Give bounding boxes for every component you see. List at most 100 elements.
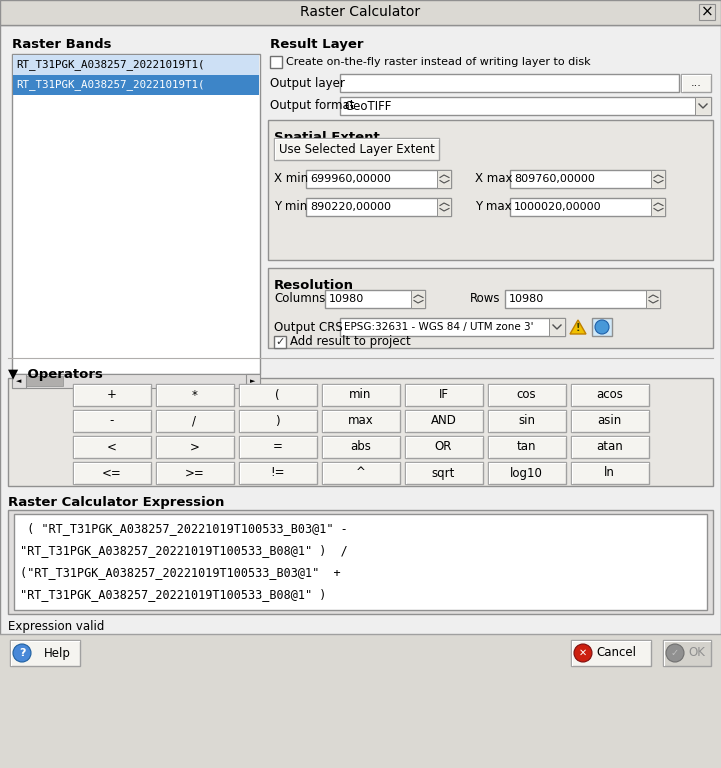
Bar	[651, 170, 665, 188]
Bar	[510, 170, 665, 188]
Text: Add result to project: Add result to project	[290, 336, 411, 349]
Text: ?: ?	[19, 648, 25, 658]
Bar	[663, 640, 711, 666]
Bar	[411, 290, 425, 308]
Text: RT_T31PGK_A038257_20221019T1(: RT_T31PGK_A038257_20221019T1(	[16, 80, 205, 91]
Text: ×: ×	[701, 5, 713, 19]
Bar	[322, 410, 399, 432]
Bar	[239, 410, 317, 432]
Bar	[73, 410, 151, 432]
Text: ✓: ✓	[275, 337, 285, 347]
Text: OR: OR	[435, 441, 452, 453]
Bar	[239, 462, 317, 484]
Bar	[570, 462, 648, 484]
Text: 10980: 10980	[509, 294, 544, 304]
Text: ✕: ✕	[579, 648, 587, 658]
Text: 1000020,00000: 1000020,00000	[514, 202, 601, 212]
Bar	[322, 384, 399, 406]
Text: ◄: ◄	[17, 378, 22, 384]
Bar	[274, 336, 286, 348]
Bar	[12, 374, 26, 388]
Bar	[681, 74, 711, 92]
Text: tan: tan	[517, 441, 536, 453]
Bar	[0, 634, 721, 768]
Bar	[13, 376, 63, 386]
Bar	[340, 97, 711, 115]
Bar	[487, 462, 565, 484]
Text: "RT_T31PGK_A038257_20221019T100533_B08@1" ): "RT_T31PGK_A038257_20221019T100533_B08@1…	[20, 588, 327, 601]
Bar	[13, 55, 259, 75]
Bar	[322, 462, 399, 484]
Text: Columns: Columns	[274, 293, 325, 306]
Text: ("RT_T31PGK_A038257_20221019T100533_B03@1"  +: ("RT_T31PGK_A038257_20221019T100533_B03@…	[20, 566, 340, 579]
Bar	[570, 436, 648, 458]
Text: /: /	[193, 415, 197, 428]
Bar	[239, 384, 317, 406]
Bar	[695, 97, 711, 115]
Bar	[8, 510, 713, 614]
Text: 809760,00000: 809760,00000	[514, 174, 595, 184]
Text: -: -	[110, 415, 114, 428]
Text: AND: AND	[430, 415, 456, 428]
Bar	[156, 384, 234, 406]
Bar	[156, 410, 234, 432]
Bar	[156, 462, 234, 484]
Text: 699960,00000: 699960,00000	[310, 174, 391, 184]
Text: Resolution: Resolution	[274, 279, 354, 292]
Text: EPSG:32631 - WGS 84 / UTM zone 3': EPSG:32631 - WGS 84 / UTM zone 3'	[344, 322, 534, 332]
Text: Y max: Y max	[475, 200, 512, 214]
Text: +: +	[107, 389, 116, 402]
Text: 10980: 10980	[329, 294, 364, 304]
Text: IF: IF	[438, 389, 448, 402]
Text: =: =	[273, 441, 283, 453]
Text: ln: ln	[604, 466, 615, 479]
Bar	[322, 436, 399, 458]
Bar	[274, 138, 439, 160]
Text: Result Layer: Result Layer	[270, 38, 363, 51]
Text: atan: atan	[596, 441, 623, 453]
Bar	[404, 410, 482, 432]
Text: Create on-the-fly raster instead of writing layer to disk: Create on-the-fly raster instead of writ…	[286, 57, 590, 67]
Bar	[651, 198, 665, 216]
Text: "RT_T31PGK_A038257_20221019T100533_B08@1" )  /: "RT_T31PGK_A038257_20221019T100533_B08@1…	[20, 544, 348, 557]
Text: ✓: ✓	[671, 648, 679, 658]
Bar	[268, 120, 713, 260]
Circle shape	[666, 644, 684, 662]
Bar	[10, 640, 80, 666]
Text: Rows: Rows	[470, 293, 500, 306]
Text: Output CRS: Output CRS	[274, 320, 342, 333]
Bar	[571, 640, 651, 666]
Text: !: !	[576, 323, 580, 333]
Bar	[325, 290, 425, 308]
Text: >: >	[190, 441, 200, 453]
Bar	[487, 436, 565, 458]
Text: Cancel: Cancel	[596, 647, 636, 660]
Bar	[549, 318, 565, 336]
Bar	[487, 410, 565, 432]
Bar	[156, 436, 234, 458]
Text: acos: acos	[596, 389, 623, 402]
Text: Spatial Extent: Spatial Extent	[274, 131, 380, 144]
Bar	[646, 290, 660, 308]
Bar	[570, 384, 648, 406]
Polygon shape	[570, 320, 586, 334]
Circle shape	[595, 320, 609, 334]
Text: log10: log10	[510, 466, 543, 479]
Bar	[592, 318, 612, 336]
Text: ): )	[275, 415, 280, 428]
Text: ^: ^	[355, 466, 366, 479]
Text: <=: <=	[102, 466, 121, 479]
Text: GeoTIFF: GeoTIFF	[344, 100, 392, 112]
Bar	[306, 170, 451, 188]
Bar	[505, 290, 660, 308]
Text: Raster Calculator: Raster Calculator	[301, 5, 420, 19]
Bar	[437, 198, 451, 216]
Text: (: (	[275, 389, 280, 402]
Bar	[12, 54, 260, 374]
Bar	[0, 0, 721, 25]
Bar	[73, 462, 151, 484]
Bar	[12, 374, 260, 388]
Text: sqrt: sqrt	[432, 466, 455, 479]
Bar	[13, 75, 259, 95]
Bar	[510, 198, 665, 216]
